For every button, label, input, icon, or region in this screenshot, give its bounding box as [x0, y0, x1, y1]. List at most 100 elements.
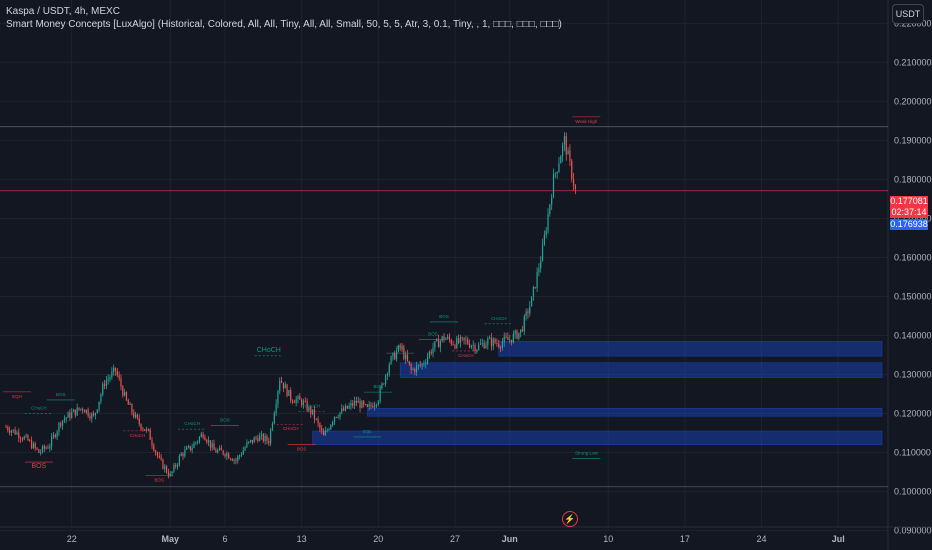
candle-body: [361, 401, 363, 409]
candle-body: [200, 433, 202, 437]
order-block: [399, 362, 883, 378]
candle-body: [266, 436, 268, 441]
candle-body: [545, 230, 547, 235]
candle-body: [240, 454, 243, 456]
candle-body: [527, 311, 529, 314]
candle-body: [113, 367, 115, 372]
candle-body: [518, 332, 520, 339]
candle-body: [328, 429, 330, 431]
lightning-icon[interactable]: ⚡: [562, 511, 578, 527]
candle-body: [394, 352, 396, 360]
candle-body: [284, 384, 286, 389]
y-tick-label: 0.130000: [894, 369, 932, 379]
candle-body: [523, 316, 525, 332]
symbol-title[interactable]: Kaspa / USDT, 4h, MEXC: [6, 6, 120, 17]
structure-label: BOS: [374, 384, 384, 389]
candle-body: [253, 437, 255, 443]
candle-body: [297, 396, 299, 400]
candle-body: [563, 136, 566, 145]
candle-body: [249, 439, 252, 442]
candle-body: [302, 401, 305, 406]
candle-body: [40, 451, 42, 453]
candle-body: [426, 356, 429, 363]
candle-body: [458, 338, 460, 343]
candle-body: [359, 401, 361, 409]
candle-body: [474, 345, 476, 352]
candle-body: [72, 409, 75, 413]
structure-label: EQH: [12, 394, 22, 399]
candle-body: [399, 345, 401, 348]
y-tick-label: 0.120000: [894, 408, 932, 418]
structure-label: BOS: [56, 392, 66, 397]
candle-body: [107, 378, 109, 381]
candle-body: [10, 430, 13, 433]
candle-body: [401, 347, 403, 349]
candle-body: [213, 443, 215, 450]
candle-body: [468, 343, 471, 348]
candle-body: [476, 349, 478, 352]
indicator-title[interactable]: Smart Money Concepts [LuxAlgo] (Historic…: [6, 19, 562, 30]
candle-body: [89, 416, 91, 419]
candle-body: [255, 437, 257, 439]
candle-body: [310, 406, 312, 414]
candle-body: [180, 453, 182, 457]
candle-body: [38, 449, 40, 453]
candle-body: [397, 345, 399, 352]
candle-body: [142, 428, 144, 430]
candle-body: [32, 443, 34, 449]
candle-body: [461, 337, 463, 339]
order-block: [312, 430, 883, 445]
candle-body: [56, 431, 58, 438]
candle-body: [326, 429, 328, 431]
candle-body: [363, 401, 365, 405]
candle-body: [122, 386, 124, 396]
currency-button[interactable]: USDT: [892, 4, 924, 24]
candle-body: [330, 424, 332, 430]
candle-body: [479, 343, 482, 345]
candle-body: [370, 404, 372, 406]
candle-body: [229, 458, 232, 460]
candle-body: [485, 344, 487, 349]
candle-body: [228, 453, 230, 459]
candle-body: [481, 342, 483, 344]
candle-body: [226, 453, 228, 457]
candle-body: [215, 449, 217, 453]
candle-body: [540, 260, 542, 269]
candle-body: [322, 430, 325, 436]
candle-body: [209, 440, 211, 448]
candle-body: [138, 418, 140, 424]
candle-body: [372, 405, 374, 408]
candle-body: [193, 443, 195, 448]
candle-body: [191, 447, 193, 451]
candle-body: [483, 342, 485, 349]
candle-body: [186, 447, 188, 450]
candle-body: [65, 417, 67, 420]
candle-body: [82, 408, 84, 411]
candle-body: [412, 368, 414, 370]
candle-body: [262, 434, 264, 442]
candle-body: [337, 417, 339, 418]
candle-body: [43, 446, 45, 449]
candle-body: [20, 438, 22, 439]
candle-body: [134, 414, 137, 418]
candle-body: [114, 367, 117, 372]
candle-body: [175, 465, 177, 467]
candle-body: [560, 156, 562, 164]
candle-body: [155, 450, 157, 453]
structure-label: CHoCH: [31, 406, 47, 411]
y-tick-label: 0.180000: [894, 174, 932, 184]
candle-body: [448, 336, 451, 340]
candle-body: [315, 418, 317, 420]
candle-body: [93, 413, 95, 416]
structure-label: CHoCH: [283, 426, 299, 431]
candle-body: [432, 347, 434, 354]
candle-body: [521, 329, 524, 332]
candle-body: [140, 423, 142, 429]
candle-body: [366, 404, 368, 407]
candle-body: [552, 173, 555, 198]
candle-body: [416, 365, 418, 373]
candle-body: [118, 375, 120, 379]
candle-body: [301, 399, 303, 406]
candle-body: [204, 437, 206, 441]
